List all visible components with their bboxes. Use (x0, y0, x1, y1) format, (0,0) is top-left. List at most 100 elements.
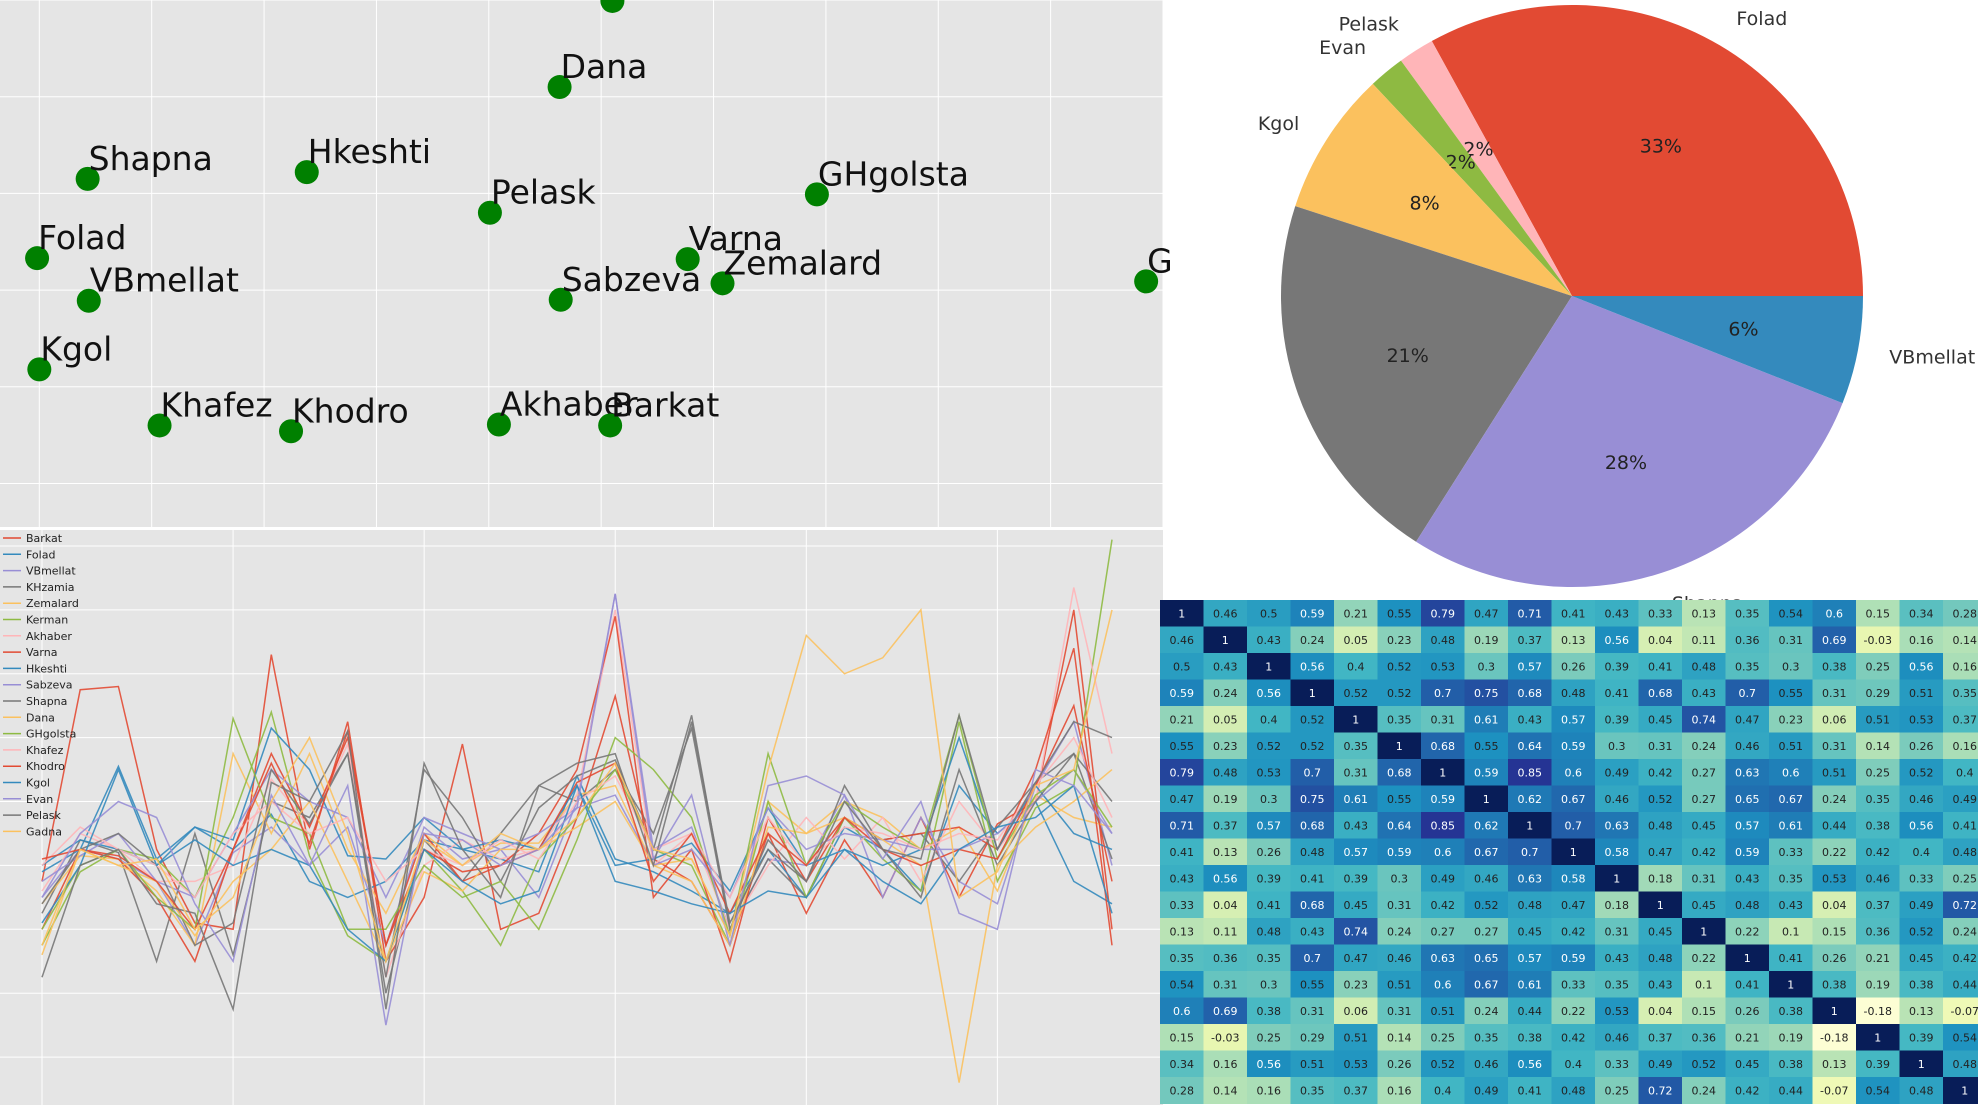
legend-entry: GHgolsta (26, 728, 76, 741)
heatmap-cell-value: 0.42 (1735, 1084, 1760, 1097)
heatmap-cell-value: 0.57 (1257, 819, 1282, 832)
heatmap-cell (1421, 1050, 1465, 1078)
heatmap-cell (1377, 653, 1422, 680)
heatmap-cell (1943, 600, 1978, 627)
heatmap-cell-value: 0.24 (1822, 793, 1847, 806)
heatmap-cell-value: 0.24 (1300, 634, 1325, 647)
heatmap-cell-value: 0.63 (1605, 819, 1630, 832)
heatmap-cell-value: 0.11 (1692, 634, 1717, 647)
heatmap-cell (1899, 918, 1944, 945)
heatmap-cell-value: 0.56 (1257, 1058, 1282, 1071)
heatmap-cell (1203, 997, 1248, 1025)
heatmap-cell-value: 0.67 (1561, 793, 1586, 806)
heatmap-cell (1160, 626, 1204, 654)
heatmap-cell-value: 0.61 (1474, 713, 1499, 726)
heatmap-cell-value: 0.15 (1822, 925, 1847, 938)
heatmap-cell (1377, 600, 1422, 627)
heatmap-cell-value: 1 (1570, 846, 1577, 859)
heatmap-cell (1638, 891, 1683, 919)
heatmap-cell-value: -0.18 (1864, 1005, 1892, 1018)
heatmap-cell-value: 0.38 (1909, 978, 1934, 991)
heatmap-cell-value: 0.41 (1561, 607, 1586, 620)
heatmap-cell (1464, 891, 1509, 919)
heatmap-cell-value: 0.51 (1344, 1031, 1369, 1044)
heatmap-cell-value: 0.43 (1170, 872, 1195, 885)
heatmap-cell (1769, 626, 1813, 654)
scatter-point (279, 419, 304, 444)
heatmap-cell-value: 0.04 (1648, 634, 1673, 647)
heatmap-cell-value: 0.68 (1648, 687, 1673, 700)
heatmap-cell (1899, 891, 1944, 919)
heatmap-cell-value: 0.22 (1822, 846, 1847, 859)
heatmap-cell-value: 0.15 (1170, 1031, 1195, 1044)
heatmap-cell-value: 0.3 (1478, 660, 1496, 673)
heatmap-cell (1247, 1050, 1291, 1078)
heatmap-cell (1856, 838, 1900, 866)
heatmap-cell (1203, 918, 1248, 945)
legend-entry: Folad (26, 548, 55, 561)
heatmap-cell-value: 1 (1526, 819, 1533, 832)
heatmap-cell (1551, 865, 1596, 892)
heatmap-cell (1943, 1024, 1978, 1051)
heatmap-cell (1638, 653, 1683, 680)
heatmap-cell (1247, 653, 1291, 680)
heatmap-cell (1334, 1077, 1378, 1104)
heatmap-cell-value: 0.46 (1866, 872, 1891, 885)
heatmap-cell-value: 1 (1309, 687, 1316, 700)
heatmap-cell-value: 0.52 (1648, 793, 1673, 806)
heatmap-cell (1377, 838, 1422, 866)
heatmap-cell (1899, 732, 1944, 760)
pie-slice-label: Pelask (1339, 13, 1399, 35)
heatmap-cell-value: 0.35 (1605, 978, 1630, 991)
heatmap-cell (1290, 732, 1335, 760)
heatmap-cell-value: 0.69 (1213, 1005, 1238, 1018)
heatmap-cell (1203, 891, 1248, 919)
heatmap-cell (1290, 653, 1335, 680)
heatmap-cell (1421, 865, 1465, 892)
heatmap-cell-value: 0.53 (1431, 660, 1456, 673)
heatmap-cell (1160, 759, 1204, 786)
heatmap-cell (1508, 1077, 1552, 1104)
heatmap-cell (1377, 1077, 1422, 1104)
heatmap-cell (1725, 706, 1770, 733)
heatmap-cell-value: 0.31 (1300, 1005, 1325, 1018)
heatmap-cell (1899, 626, 1944, 654)
heatmap-cell-value: 0.5 (1173, 660, 1191, 673)
heatmap-cell-value: 1 (1787, 978, 1794, 991)
heatmap-cell-value: 0.71 (1518, 607, 1543, 620)
heatmap-cell (1290, 812, 1335, 839)
heatmap-cell (1638, 785, 1683, 813)
heatmap-cell-value: 0.24 (1474, 1005, 1499, 1018)
scatter-point-label: Hkeshti (308, 132, 431, 171)
heatmap-cell (1638, 918, 1683, 945)
heatmap-cell (1464, 971, 1509, 998)
heatmap-cell-value: 0.43 (1779, 899, 1804, 912)
heatmap-cell-value: 0.48 (1213, 766, 1238, 779)
pie-slice-percent: 6% (1728, 319, 1758, 341)
heatmap-cell (1334, 918, 1378, 945)
scatter-point (675, 247, 700, 272)
heatmap-cell (1899, 653, 1944, 680)
heatmap-cell (1595, 944, 1639, 972)
heatmap-cell (1595, 706, 1639, 733)
heatmap-cell (1508, 944, 1552, 972)
heatmap-cell (1421, 732, 1465, 760)
heatmap-cell-value: 0.4 (1956, 766, 1974, 779)
heatmap-cell (1638, 759, 1683, 786)
heatmap-cell (1769, 1024, 1813, 1051)
heatmap-cell-value: 0.63 (1735, 766, 1760, 779)
heatmap-cell-value: 0.15 (1866, 607, 1891, 620)
heatmap-cell (1334, 600, 1378, 627)
heatmap-cell-value: 0.75 (1474, 687, 1499, 700)
heatmap-cell (1508, 971, 1552, 998)
heatmap-cell-value: 0.64 (1518, 740, 1543, 753)
heatmap-cell (1508, 1050, 1552, 1078)
heatmap-cell (1595, 759, 1639, 786)
heatmap-cell-value: 0.57 (1518, 660, 1543, 673)
heatmap-cell (1421, 812, 1465, 839)
heatmap-cell-value: 0.51 (1866, 713, 1891, 726)
heatmap-cell (1682, 1050, 1726, 1078)
heatmap-cell (1812, 653, 1857, 680)
heatmap-cell-value: 0.16 (1953, 740, 1978, 753)
heatmap-cell-value: 0.23 (1779, 713, 1804, 726)
